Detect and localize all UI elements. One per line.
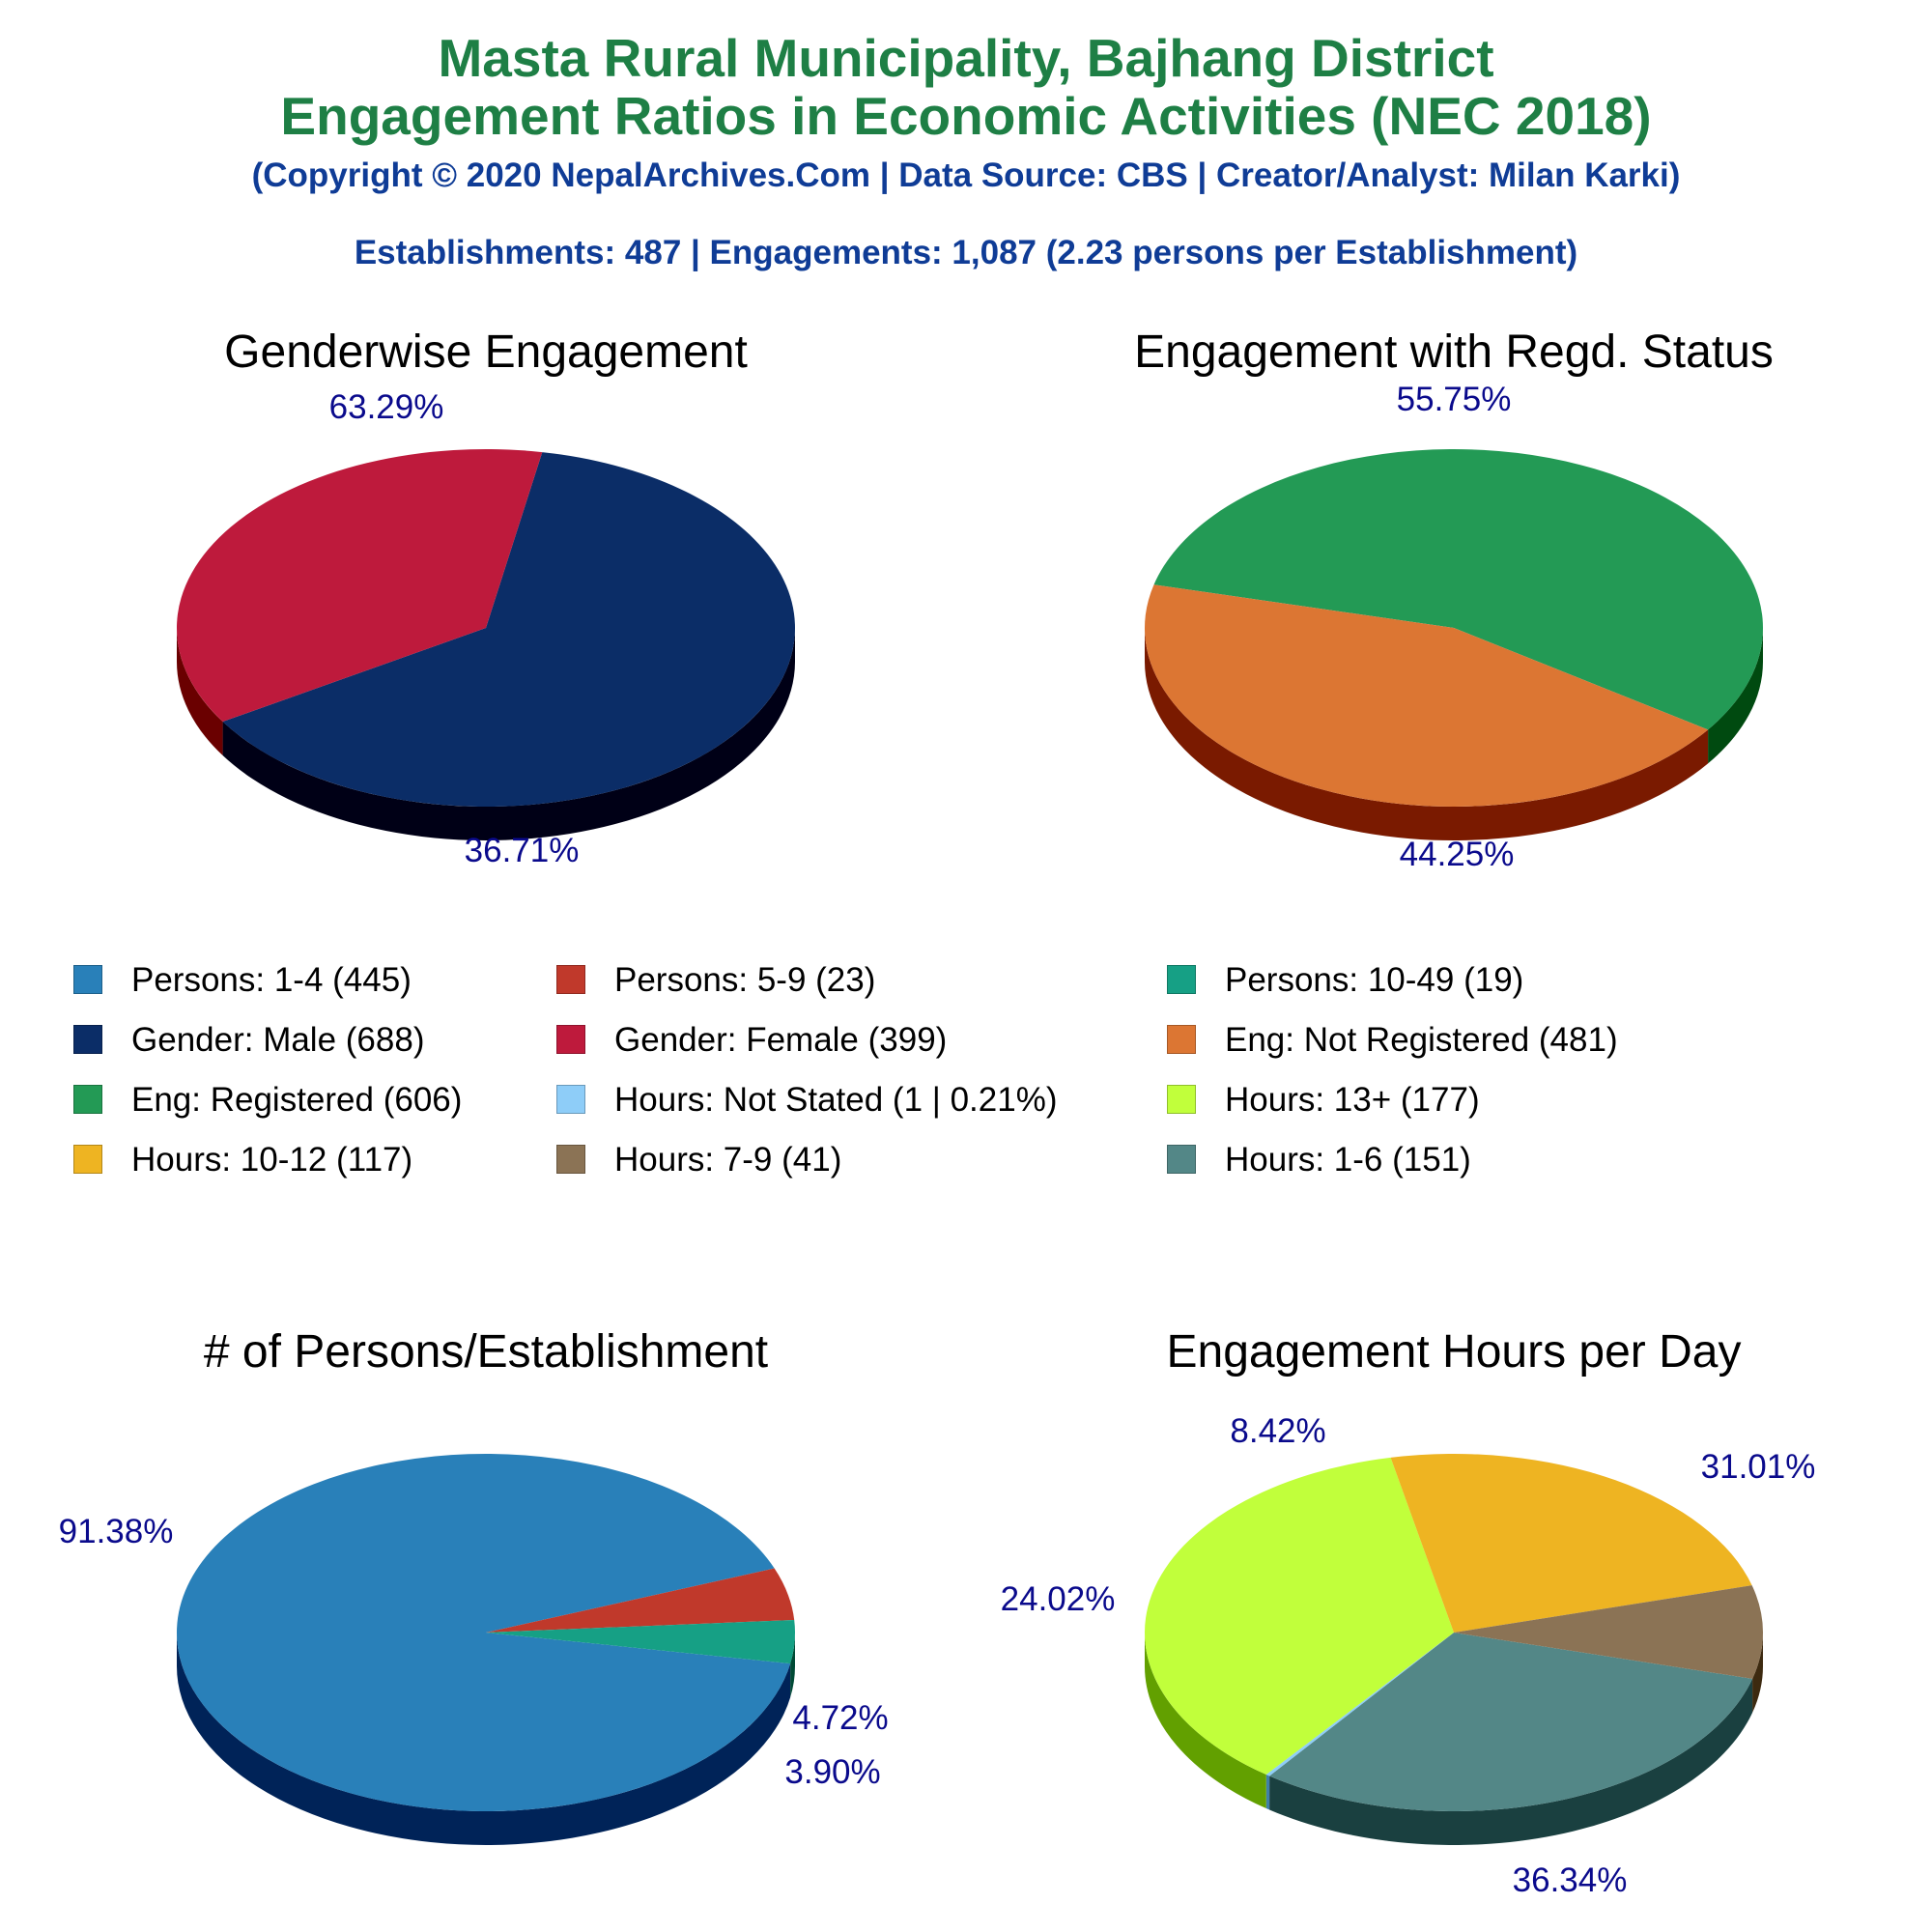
legend-label: Gender: Female (399) [614, 1021, 948, 1059]
legend-label: Gender: Male (688) [131, 1021, 425, 1059]
slice-label: 8.42% [1230, 1412, 1325, 1450]
legend-item: Hours: 13+ (177) [1167, 1081, 1480, 1120]
legend-swatch [73, 1025, 102, 1054]
pie-slice-hours-1-6 [1269, 1633, 1753, 1811]
legend-item: Gender: Female (399) [556, 1021, 947, 1060]
pie-side-gender-male [222, 628, 795, 841]
pie-depth [177, 1633, 795, 1845]
legend-label: Persons: 10-49 (19) [1225, 961, 1524, 999]
chart-title: Masta Rural Municipality, Bajhang Distri… [0, 29, 1932, 145]
legend-swatch [556, 1145, 585, 1174]
slice-label: 31.01% [1701, 1448, 1816, 1486]
legend-label: Eng: Registered (606) [131, 1081, 463, 1119]
chart-title-line1: Masta Rural Municipality, Bajhang Distri… [438, 28, 1494, 88]
pie-depth [177, 628, 795, 841]
slice-label: 91.38% [59, 1513, 174, 1550]
legend-item: Hours: 1-6 (151) [1167, 1141, 1471, 1179]
slice-label: 44.25% [1400, 836, 1515, 873]
pie-slice-hours-7-9 [1454, 1585, 1763, 1679]
pie-chart-title: Genderwise Engagement [224, 327, 748, 378]
pie-slice-hours-13- [1144, 1457, 1454, 1776]
legend-label: Eng: Not Registered (481) [1225, 1021, 1618, 1059]
pie-slice-hours-not-stated [1265, 1633, 1454, 1776]
slice-label: 36.71% [465, 832, 580, 869]
slice-label: 36.34% [1513, 1861, 1628, 1899]
pie-side-persons-10-49 [790, 1633, 795, 1698]
legend-swatch [73, 965, 102, 994]
legend-item: Hours: 7-9 (41) [556, 1141, 841, 1179]
pie-side-hours-13- [1144, 1633, 1266, 1809]
legend-swatch [1167, 965, 1196, 994]
legend-item: Hours: Not Stated (1 | 0.21%) [556, 1081, 1057, 1120]
pie-side-hours-1-6 [1269, 1678, 1753, 1846]
slice-label: 24.02% [1001, 1580, 1116, 1618]
legend-item: Persons: 1-4 (445) [73, 961, 412, 1000]
slice-label: 55.75% [1397, 381, 1512, 418]
legend-label: Hours: 10-12 (117) [131, 1141, 413, 1179]
pie-side-persons-1-4 [177, 1633, 791, 1845]
pie-side-hours-7-9 [1752, 1633, 1763, 1713]
legend-swatch [1167, 1085, 1196, 1114]
legend-swatch [73, 1145, 102, 1174]
legend-item: Gender: Male (688) [73, 1021, 424, 1060]
legend-item: Hours: 10-12 (117) [73, 1141, 412, 1179]
copyright-line: (Copyright © 2020 NepalArchives.Com | Da… [251, 156, 1681, 194]
pie-chart-title: Engagement Hours per Day [1167, 1326, 1742, 1378]
legend-swatch [1167, 1145, 1196, 1174]
legend-label: Persons: 5-9 (23) [614, 961, 876, 999]
pie-slice-gender-male [222, 452, 796, 808]
pie-chart-title: # of Persons/Establishment [204, 1326, 768, 1378]
legend-label: Hours: Not Stated (1 | 0.21%) [614, 1081, 1058, 1119]
chart-header: Masta Rural Municipality, Bajhang Distri… [0, 29, 1932, 272]
summary-line: Establishments: 487 | Engagements: 1,087… [354, 234, 1578, 271]
chart-title-line2: Engagement Ratios in Economic Activities… [280, 86, 1652, 146]
pie-chart-title: Engagement with Regd. Status [1134, 327, 1774, 378]
legend-label: Hours: 13+ (177) [1225, 1081, 1480, 1119]
legend-item: Eng: Registered (606) [73, 1081, 462, 1120]
pie-slice-eng-registered [1153, 449, 1763, 730]
pie-side-eng-registered [1708, 628, 1763, 764]
pie-chart-4: Engagement Hours per Day 31.01% 36.34% 24.0… [1001, 1326, 1816, 1899]
pie-slice-eng-not-registered [1145, 584, 1709, 808]
legend-label: Hours: 1-6 (151) [1225, 1141, 1471, 1179]
pie-slice-persons-10-49 [486, 1619, 795, 1664]
pie-chart-3: # of Persons/Establishment 91.38% 4.72% 3.9… [59, 1326, 889, 1845]
legend-item: Eng: Not Registered (481) [1167, 1021, 1618, 1060]
pie-chart-1: Genderwise Engagement 63.29% 36.71% [177, 327, 796, 869]
pie-slice-hours-10-12 [1390, 1454, 1752, 1633]
legend-item: Persons: 10-49 (19) [1167, 961, 1523, 1000]
slice-label: 63.29% [329, 388, 444, 426]
pie-depth [1144, 1633, 1763, 1846]
pie-slice-persons-5-9 [486, 1568, 795, 1633]
legend-swatch [73, 1085, 102, 1114]
slice-label: 4.72% [792, 1699, 888, 1737]
legend-swatch [556, 965, 585, 994]
pie-side-eng-not-registered [1145, 628, 1709, 841]
pie-slice-gender-female [177, 449, 543, 723]
legend-swatch [556, 1085, 585, 1114]
legend-label: Persons: 1-4 (445) [131, 961, 412, 999]
pie-side-gender-female [177, 628, 223, 756]
pie-slice-persons-1-4 [177, 1454, 791, 1811]
slice-label: 3.90% [784, 1753, 880, 1791]
pie-side-hours-not-stated [1265, 1775, 1270, 1810]
legend-swatch [1167, 1025, 1196, 1054]
legend-label: Hours: 7-9 (41) [614, 1141, 842, 1179]
legend-swatch [556, 1025, 585, 1054]
pie-depth [1145, 628, 1763, 841]
legend-item: Persons: 5-9 (23) [556, 961, 875, 1000]
